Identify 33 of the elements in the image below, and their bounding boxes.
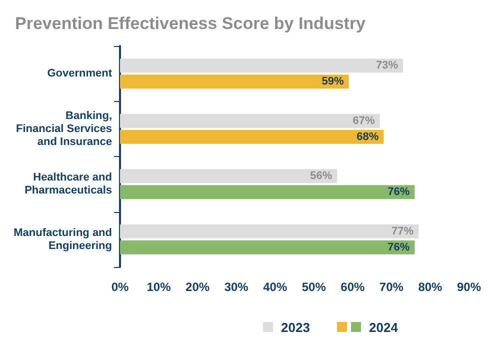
x-tick-label: 40% <box>263 280 288 294</box>
legend-label: 2023 <box>281 320 310 335</box>
data-label: 77% <box>392 225 414 238</box>
bar <box>120 130 384 144</box>
x-tick-label: 80% <box>418 280 443 294</box>
bar <box>120 58 404 73</box>
chart-title: Prevention Effectiveness Score by Industry <box>15 14 366 33</box>
bar <box>120 74 349 89</box>
x-tick-label: 30% <box>224 280 249 294</box>
x-tick-label: 10% <box>146 280 172 294</box>
bar <box>120 114 380 128</box>
data-label: 76% <box>388 241 410 254</box>
x-tick-label: 70% <box>379 280 404 294</box>
y-tick-label: Government <box>47 68 112 80</box>
y-tick-label: Banking, Financial Services and Insurance <box>16 110 112 148</box>
data-label: 67% <box>352 114 376 127</box>
data-label: 76% <box>388 186 410 198</box>
x-tick-label: 90% <box>456 280 482 294</box>
x-tick-label: 20% <box>186 280 210 294</box>
x-tick-label: 50% <box>302 280 326 294</box>
data-label: 56% <box>310 170 332 182</box>
y-tick-label: Healthcare and Pharmaceuticals <box>24 172 112 197</box>
x-tick-label: 60% <box>340 280 365 294</box>
bar <box>120 185 415 200</box>
bar <box>120 240 415 254</box>
legend-label: 2024 <box>369 320 399 335</box>
x-tick-label: 0% <box>111 280 129 294</box>
data-label: 68% <box>356 130 379 143</box>
bar <box>120 169 338 184</box>
data-label: 73% <box>376 60 398 72</box>
data-label: 59% <box>322 76 344 88</box>
y-tick-label: Manufacturing and Engineering <box>14 226 112 252</box>
bar <box>120 224 419 238</box>
